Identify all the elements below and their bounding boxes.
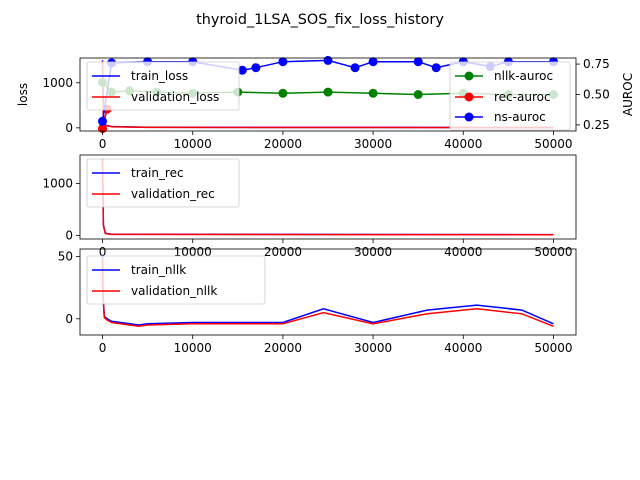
- data-point-ns-auroc: [98, 116, 107, 126]
- data-point-ns-auroc: [413, 57, 423, 67]
- x-tick-label: 50000: [534, 245, 572, 259]
- x-tick-label: 30000: [354, 245, 392, 259]
- legend-label-validation-nllk: validation_nllk: [131, 284, 217, 298]
- x-tick-label: 40000: [444, 137, 482, 151]
- legend-marker-ns-auroc: [464, 112, 474, 122]
- legend-label-ns-auroc: ns-auroc: [494, 110, 546, 124]
- y-tick-label: 1000: [42, 177, 73, 191]
- nllk-plot-area: [101, 255, 554, 328]
- rec-x-axis: 0 10000 20000 30000 40000 50000: [99, 239, 573, 259]
- legend-label-rec-auroc: rec-auroc: [494, 90, 551, 104]
- x-tick-label: 10000: [174, 341, 212, 355]
- data-point-nllk-auroc: [278, 88, 288, 98]
- data-point-nllk-auroc: [413, 90, 423, 99]
- x-tick-label: 10000: [174, 245, 212, 259]
- loss-legend: train_loss validation_loss: [86, 61, 240, 111]
- nllk-x-axis: 0 10000 20000 30000 40000 50000: [99, 335, 573, 355]
- loss-y-axis: 0 1000: [42, 76, 80, 135]
- y2-tick-label: 0.25: [583, 118, 610, 132]
- rec-panel: 0 10000 20000 30000 40000 50000 0 1000 train_r…: [42, 154, 577, 259]
- x-tick-label: 30000: [354, 137, 392, 151]
- x-tick-label: 40000: [444, 341, 482, 355]
- x-tick-label: 50000: [534, 341, 572, 355]
- x-tick-label: 0: [99, 245, 107, 259]
- legend-label-train-rec: train_rec: [131, 166, 184, 180]
- auroc-legend-box: [449, 61, 571, 131]
- y-tick-label: 0: [65, 228, 73, 242]
- rec-legend-box: [86, 158, 240, 208]
- x-tick-label: 0: [99, 341, 107, 355]
- data-point-ns-auroc: [323, 55, 333, 65]
- rec-y-axis: 0 1000: [42, 177, 80, 242]
- legend-marker-rec-auroc: [464, 92, 474, 102]
- data-point-ns-auroc: [350, 63, 360, 73]
- y2-tick-label: 0.75: [583, 57, 610, 71]
- series-line-train-nllk: [101, 255, 554, 326]
- nllk-panel-frame: [79, 248, 577, 336]
- x-tick-label: 10000: [174, 137, 212, 151]
- data-point-ns-auroc: [251, 63, 261, 73]
- y-tick-label: 0: [65, 312, 73, 326]
- loss-panel: 0 10000 20000 30000 40000 50000 0 1000 0.25 0.5…: [16, 55, 635, 151]
- legend-label-validation-rec: validation_rec: [131, 187, 215, 201]
- x-tick-label: 0: [99, 137, 107, 151]
- data-point-nllk-auroc: [368, 88, 378, 98]
- data-point-ns-auroc: [368, 57, 378, 67]
- x-tick-label: 20000: [264, 137, 302, 151]
- auroc-y-axis: 0.25 0.50 0.75: [576, 57, 610, 132]
- loss-y-label: loss: [16, 83, 30, 106]
- nllk-legend-box: [86, 255, 266, 305]
- nllk-y-axis: 0 50: [58, 249, 80, 326]
- rec-panel-frame: [79, 154, 577, 240]
- data-point-nllk-auroc: [323, 87, 333, 97]
- y-tick-label: 50: [58, 249, 73, 263]
- loss-legend-box: [86, 61, 240, 111]
- x-tick-label: 20000: [264, 245, 302, 259]
- series-line-validation-nllk: [101, 258, 554, 328]
- figure-title: thyroid_1LSA_SOS_fix_loss_history: [196, 12, 444, 28]
- rec-legend: train_rec validation_rec: [86, 158, 240, 208]
- y2-tick-label: 0.50: [583, 88, 610, 102]
- y-tick-label: 1000: [42, 76, 73, 90]
- x-tick-label: 30000: [354, 341, 392, 355]
- nllk-panel: 0 10000 20000 30000 40000 50000 0 50 train_nll…: [58, 248, 577, 355]
- x-tick-label: 20000: [264, 341, 302, 355]
- x-tick-label: 50000: [534, 137, 572, 151]
- loss-x-axis: 0 10000 20000 30000 40000 50000: [99, 131, 573, 151]
- legend-label-nllk-auroc: nllk-auroc: [494, 69, 553, 83]
- data-point-ns-auroc: [278, 57, 288, 67]
- auroc-y-label: AUROC: [621, 73, 635, 116]
- data-point-ns-auroc: [237, 65, 247, 75]
- nllk-legend: train_nllk validation_nllk: [86, 255, 266, 305]
- legend-marker-nllk-auroc: [464, 71, 474, 81]
- legend-label-train-loss: train_loss: [131, 69, 188, 83]
- legend-label-validation-loss: validation_loss: [131, 90, 219, 104]
- legend-label-train-nllk: train_nllk: [131, 263, 186, 277]
- x-tick-label: 40000: [444, 245, 482, 259]
- y-tick-label: 0: [65, 121, 73, 135]
- data-point-ns-auroc: [431, 63, 441, 73]
- auroc-legend: nllk-auroc rec-auroc ns-auroc: [449, 61, 571, 131]
